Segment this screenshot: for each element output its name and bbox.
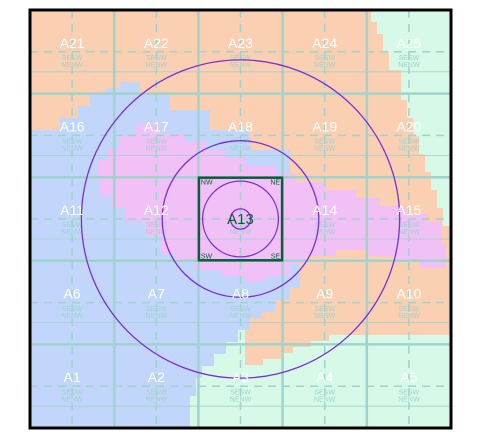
- quadrant-label-bottom: NENW: [230, 396, 252, 403]
- quadrant-label-top: SESW: [314, 389, 335, 396]
- quadrant-label-bottom: NENW: [61, 313, 83, 320]
- quadrant-label-bottom: NENW: [146, 313, 168, 320]
- quadrant-label-bottom: NENW: [314, 313, 336, 320]
- quadrant-label-top: SESW: [399, 139, 420, 146]
- cell-label-a23: A23: [228, 35, 253, 51]
- map-frame: [28, 8, 453, 430]
- range-rings: [80, 59, 401, 379]
- focus-box: NW NE SW SE: [197, 176, 284, 262]
- quadrant-label-bottom: NENW: [230, 146, 252, 153]
- cell-label-a3: A3: [232, 369, 249, 385]
- quadrant-label-top: SESW: [230, 139, 251, 146]
- quadrant-label-top: SESW: [399, 389, 420, 396]
- quadrant-label-bottom: NENW: [61, 146, 83, 153]
- focus-corner-ne: NE: [270, 180, 280, 187]
- cell-label-a4: A4: [316, 369, 333, 385]
- quadrant-label-top: SESW: [230, 306, 251, 313]
- cell-label-a8: A8: [232, 286, 249, 302]
- cell-label-a5: A5: [400, 369, 417, 385]
- cell-label-a7: A7: [148, 286, 165, 302]
- focus-corner-nw: NW: [201, 180, 213, 187]
- focus-corner-sw: SW: [201, 253, 213, 260]
- quadrant-label-bottom: NENW: [61, 229, 83, 236]
- cell-label-a20: A20: [396, 118, 421, 134]
- quadrant-label-top: SESW: [230, 55, 251, 62]
- quadrant-label-bottom: NENW: [146, 62, 168, 69]
- range-ring-2: [161, 140, 320, 298]
- range-ring-4: [229, 208, 252, 230]
- cell-label-a12: A12: [144, 202, 169, 218]
- cell-label-a18: A18: [228, 118, 253, 134]
- cell-labels: A21 A22 A23 A24 A25 A16 A17 A18 A19 A20 A11 A12 A13 A…: [60, 35, 422, 385]
- range-ring-3: [201, 180, 280, 258]
- cell-label-a21: A21: [60, 35, 85, 51]
- cell-label-a17: A17: [144, 118, 169, 134]
- quadrant-label-bottom: NENW: [146, 229, 168, 236]
- cell-label-a11: A11: [60, 202, 84, 218]
- quadrant-label-top: SESW: [62, 306, 83, 313]
- quadrant-label-bottom: NENW: [398, 313, 420, 320]
- cell-label-a6: A6: [64, 286, 81, 302]
- quadrant-label-top: SESW: [146, 389, 167, 396]
- quadrant-label-bottom: NENW: [61, 62, 83, 69]
- quadrant-label-bottom: NENW: [230, 313, 252, 320]
- cell-label-a22: A22: [144, 35, 169, 51]
- quadrant-label-bottom: NENW: [61, 396, 83, 403]
- quadrant-label-top: SESW: [399, 55, 420, 62]
- range-ring-1: [80, 59, 401, 379]
- quadrant-label-top: SESW: [314, 222, 335, 229]
- quadrant-label-top: SESW: [314, 55, 335, 62]
- cell-label-a10: A10: [396, 286, 421, 302]
- quadrant-label-top: SESW: [399, 306, 420, 313]
- quadrant-label-bottom: NENW: [314, 146, 336, 153]
- cell-label-a19: A19: [312, 118, 337, 134]
- cell-label-a2: A2: [148, 369, 165, 385]
- quadrant-label-top: SESW: [146, 306, 167, 313]
- quadrant-label-bottom: NENW: [314, 396, 336, 403]
- cell-label-a13: A13: [227, 211, 254, 228]
- quadrant-label-bottom: NENW: [146, 146, 168, 153]
- quadrant-label-top: SESW: [146, 55, 167, 62]
- quadrant-label-top: SESW: [230, 389, 251, 396]
- quadrant-label-top: SESW: [146, 139, 167, 146]
- quadrant-label-bottom: NENW: [230, 62, 252, 69]
- quadrant-label-bottom: NENW: [398, 146, 420, 153]
- quadrant-label-top: SESW: [146, 222, 167, 229]
- cell-label-a25: A25: [396, 35, 421, 51]
- quadrant-label-bottom: NENW: [314, 62, 336, 69]
- focus-corner-se: SE: [271, 253, 281, 260]
- quadrant-labels: SESWNENWSESWNENWSESWNENWSESWNENWSESWNENW…: [61, 55, 420, 403]
- focus-box-outline: [197, 176, 284, 262]
- cell-label-a24: A24: [312, 35, 337, 51]
- cell-label-a14: A14: [312, 202, 337, 218]
- quadrant-label-top: SESW: [399, 222, 420, 229]
- quadrant-label-bottom: NENW: [398, 229, 420, 236]
- quadrant-label-top: SESW: [62, 389, 83, 396]
- quadrant-label-bottom: NENW: [398, 62, 420, 69]
- quadrant-label-top: SESW: [314, 306, 335, 313]
- quadrant-label-top: SESW: [314, 139, 335, 146]
- cell-label-a15: A15: [396, 202, 421, 218]
- quadrant-label-bottom: NENW: [146, 396, 168, 403]
- quadrant-label-top: SESW: [62, 139, 83, 146]
- quadrant-label-bottom: NENW: [398, 396, 420, 403]
- cell-label-a9: A9: [316, 286, 333, 302]
- quadrant-label-bottom: NENW: [230, 229, 252, 236]
- quadrant-label-top: SESW: [62, 55, 83, 62]
- quadrant-label-top: SESW: [230, 222, 251, 229]
- quadrant-label-top: SESW: [62, 222, 83, 229]
- cell-label-a1: A1: [64, 369, 81, 385]
- cell-label-a16: A16: [60, 118, 85, 134]
- quadrant-label-bottom: NENW: [314, 229, 336, 236]
